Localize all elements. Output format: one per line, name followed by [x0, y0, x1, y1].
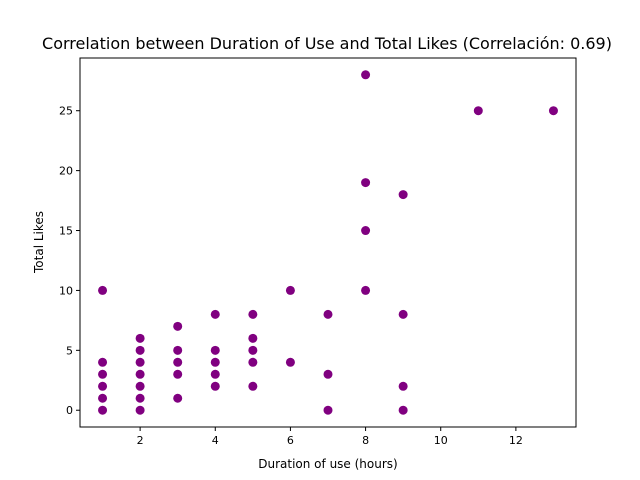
- y-tick-label-0: 0: [66, 404, 73, 417]
- data-point-0: [98, 285, 108, 295]
- data-point-19: [210, 345, 220, 355]
- data-point-9: [135, 369, 145, 379]
- data-point-7: [135, 345, 145, 355]
- data-point-21: [210, 369, 220, 379]
- data-point-10: [135, 381, 145, 391]
- data-point-15: [173, 357, 183, 367]
- data-point-4: [98, 393, 108, 403]
- x-tick-label-1: 4: [212, 434, 219, 447]
- data-points: [98, 70, 558, 415]
- plot-area: [79, 57, 577, 428]
- data-point-16: [173, 369, 183, 379]
- data-point-6: [135, 333, 145, 343]
- data-point-40: [398, 405, 408, 415]
- y-tick-label-1: 5: [66, 344, 73, 357]
- data-point-37: [398, 190, 408, 200]
- data-point-23: [248, 309, 258, 319]
- data-point-18: [210, 309, 220, 319]
- data-point-12: [135, 405, 145, 415]
- x-tick-label-4: 10: [434, 434, 448, 447]
- data-point-35: [361, 226, 371, 236]
- data-point-5: [98, 405, 108, 415]
- y-tick-label-4: 20: [59, 165, 73, 178]
- y-tick-label-5: 25: [59, 105, 73, 118]
- data-point-3: [98, 381, 108, 391]
- y-tick-label-3: 15: [59, 225, 73, 238]
- data-point-8: [135, 357, 145, 367]
- data-point-34: [361, 178, 371, 188]
- data-point-30: [323, 309, 333, 319]
- x-tick-label-0: 2: [137, 434, 144, 447]
- data-point-32: [323, 405, 333, 415]
- x-tick-label-5: 12: [509, 434, 523, 447]
- data-point-14: [173, 345, 183, 355]
- data-point-31: [323, 369, 333, 379]
- data-point-20: [210, 357, 220, 367]
- data-point-17: [173, 393, 183, 403]
- data-point-26: [248, 357, 258, 367]
- data-point-11: [135, 393, 145, 403]
- y-tick-label-2: 10: [59, 284, 73, 297]
- y-axis-ticks: 0 5 10 15 20 25: [59, 105, 80, 417]
- data-point-25: [248, 345, 258, 355]
- y-axis-label: Total Likes: [32, 211, 46, 274]
- data-point-29: [285, 357, 295, 367]
- x-axis-ticks: 2 4 6 8 10 12: [137, 427, 523, 447]
- x-axis-label: Duration of use (hours): [258, 457, 397, 471]
- data-point-39: [398, 381, 408, 391]
- data-point-38: [398, 309, 408, 319]
- data-point-2: [98, 369, 108, 379]
- data-point-22: [210, 381, 220, 391]
- data-point-1: [98, 357, 108, 367]
- data-point-27: [248, 381, 258, 391]
- data-point-24: [248, 333, 258, 343]
- data-point-28: [285, 285, 295, 295]
- data-point-33: [361, 70, 371, 80]
- data-point-13: [173, 321, 183, 331]
- chart-title: Correlation between Duration of Use and …: [42, 34, 612, 53]
- data-point-36: [361, 285, 371, 295]
- x-tick-label-2: 6: [287, 434, 294, 447]
- data-point-42: [548, 106, 558, 116]
- x-tick-label-3: 8: [362, 434, 369, 447]
- data-point-41: [473, 106, 483, 116]
